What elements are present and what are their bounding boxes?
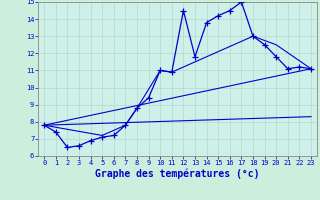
X-axis label: Graphe des températures (°c): Graphe des températures (°c): [95, 169, 260, 179]
